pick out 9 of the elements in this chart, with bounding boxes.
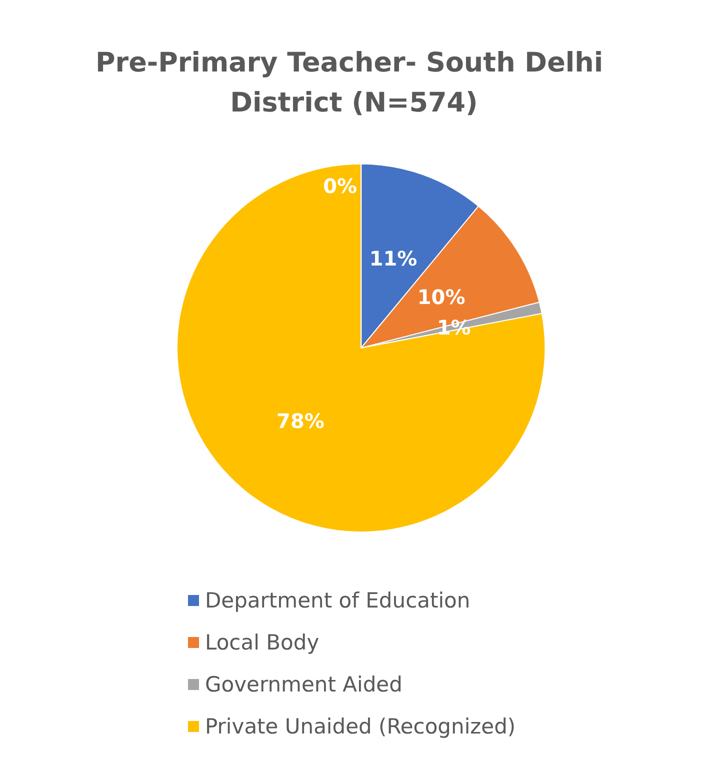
data-label: 11% <box>369 246 418 271</box>
legend-label: Government Aided <box>205 672 402 696</box>
data-label: 78% <box>276 409 324 434</box>
data-label: 10% <box>417 285 466 310</box>
legend-label: Private Unaided (Recognized) <box>205 714 516 738</box>
text: 0% <box>323 174 358 198</box>
legend-label: Department of Education <box>205 588 470 612</box>
legend-label: Local Body <box>205 630 320 654</box>
chart-title: Pre-Primary Teacher- South Delhi District (N=574) <box>95 48 613 118</box>
